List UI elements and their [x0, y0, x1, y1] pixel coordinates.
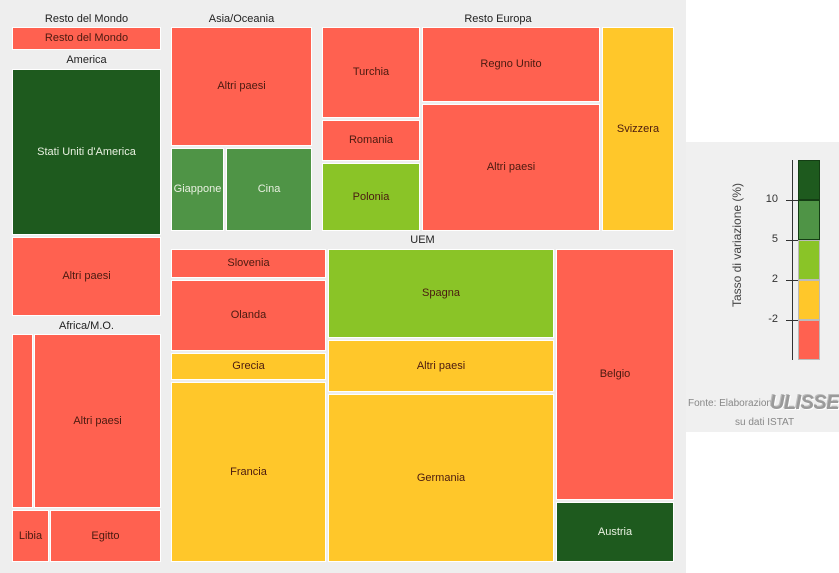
tile-label: Altri paesi	[416, 359, 466, 372]
tile-label: Grecia	[232, 360, 265, 372]
tile-uem-austria[interactable]: Austria	[556, 502, 674, 562]
source-suffix: su dati ISTAT	[735, 417, 795, 428]
legend-tick-label: 2	[771, 273, 778, 285]
tile-africa-m-o-altri-paesi[interactable]: Altri paesi	[34, 334, 161, 508]
tile-label: Turchia	[352, 66, 390, 78]
tile-uem-grecia[interactable]: Grecia	[171, 353, 326, 380]
tile-resto-europa-romania[interactable]: Romania	[322, 120, 420, 161]
group-label-asia-oceania: Asia/Oceania	[208, 13, 275, 25]
group-label-africa-m-o: Africa/M.O.	[58, 320, 114, 332]
tile-label: Stati Uniti d'America	[37, 145, 136, 158]
tile-uem-belgio[interactable]: Belgio	[556, 249, 674, 500]
tile-label: Olanda	[230, 309, 267, 321]
legend-axis-line	[792, 160, 793, 360]
tile-uem-francia[interactable]: Francia	[171, 382, 326, 562]
ulisse-logo: ULISSE	[770, 392, 839, 414]
tile-label: Slovenia	[227, 257, 270, 269]
legend-tick-label: -2	[768, 313, 778, 325]
tile-resto-europa-turchia[interactable]: Turchia	[322, 27, 420, 118]
tile-label: Egitto	[91, 529, 120, 542]
legend-swatch-3	[798, 240, 820, 280]
tile-america-altri-paesi[interactable]: Altri paesi	[12, 237, 161, 316]
group-label-uem: UEM	[410, 234, 435, 246]
legend-tick-label: 10	[765, 193, 778, 205]
tile-resto-del-mondo-resto-del-mondo[interactable]: Resto del Mondo	[12, 27, 161, 50]
tile-america-stati-uniti-d-america[interactable]: Stati Uniti d'America	[12, 69, 161, 235]
tile-label: Regno Unito	[480, 58, 542, 70]
tile-label: Belgio	[599, 368, 631, 380]
tile-label: Altri paesi	[486, 161, 536, 173]
tile-label: Altri paesi	[62, 270, 111, 282]
tile-label: Francia	[230, 465, 267, 478]
tile-uem-germania[interactable]: Germania	[328, 394, 554, 562]
tile-label: Polonia	[352, 190, 390, 203]
legend-swatch-5	[798, 320, 820, 360]
tile-label: Romania	[348, 134, 394, 146]
legend-tick-2	[786, 240, 798, 241]
tile-label: Giappone	[173, 183, 222, 195]
treemap-chart: Resto del Mondo Resto del Mondo America Sta…	[0, 0, 686, 573]
tile-label: Libia	[18, 529, 43, 542]
tile-uem-spagna[interactable]: Spagna	[328, 249, 554, 338]
tile-label: Altri paesi	[217, 80, 266, 92]
tile-asia-oceania-giappone[interactable]: Giappone	[171, 148, 224, 231]
tile-uem-olanda[interactable]: Olanda	[171, 280, 326, 351]
tile-uem-altri-paesi[interactable]: Altri paesi	[328, 340, 554, 392]
tile-label: Resto del Mondo	[44, 32, 129, 44]
tile-africa-m-o-egitto[interactable]: Egitto	[50, 510, 161, 562]
tile-asia-oceania-cina[interactable]: Cina	[226, 148, 312, 231]
group-label-america: America	[66, 54, 107, 66]
legend-swatch-4	[798, 280, 820, 320]
tile-uem-slovenia[interactable]: Slovenia	[171, 249, 326, 278]
tile-africa-m-o-libia[interactable]: Libia	[12, 510, 49, 562]
tile-resto-europa-polonia[interactable]: Polonia	[322, 163, 420, 231]
tile-label: Cina	[257, 183, 281, 195]
group-label-resto-del-mondo: Resto del Mondo	[44, 13, 129, 25]
tile-label: Altri paesi	[73, 414, 122, 427]
tile-label: Germania	[416, 471, 466, 484]
tile-resto-europa-regno-unito[interactable]: Regno Unito	[422, 27, 600, 102]
tile-label: Spagna	[422, 287, 460, 299]
tile-resto-europa-svizzera[interactable]: Svizzera	[602, 27, 674, 231]
tile-resto-europa-altri-paesi[interactable]: Altri paesi	[422, 104, 600, 231]
tile-africa-m-o-unlabeled[interactable]	[12, 334, 33, 508]
group-label-resto-europa: Resto Europa	[464, 13, 532, 25]
legend-tick-3	[786, 280, 798, 281]
legend-tick-1	[786, 200, 798, 201]
legend-tick-label: 5	[771, 233, 778, 245]
legend-tick-4	[786, 320, 798, 321]
tile-asia-oceania-altri-paesi[interactable]: Altri paesi	[171, 27, 312, 146]
legend-swatch-1	[798, 160, 820, 200]
source-prefix: Fonte: Elaborazioni	[688, 398, 775, 409]
tile-label: Austria	[597, 525, 633, 538]
legend-panel: Tasso di variazione (%) Fonte: Elaborazi…	[686, 142, 839, 432]
legend-title: Tasso di variazione (%)	[730, 182, 744, 307]
tile-label: Svizzera	[616, 122, 660, 135]
legend-swatch-2	[798, 200, 820, 240]
